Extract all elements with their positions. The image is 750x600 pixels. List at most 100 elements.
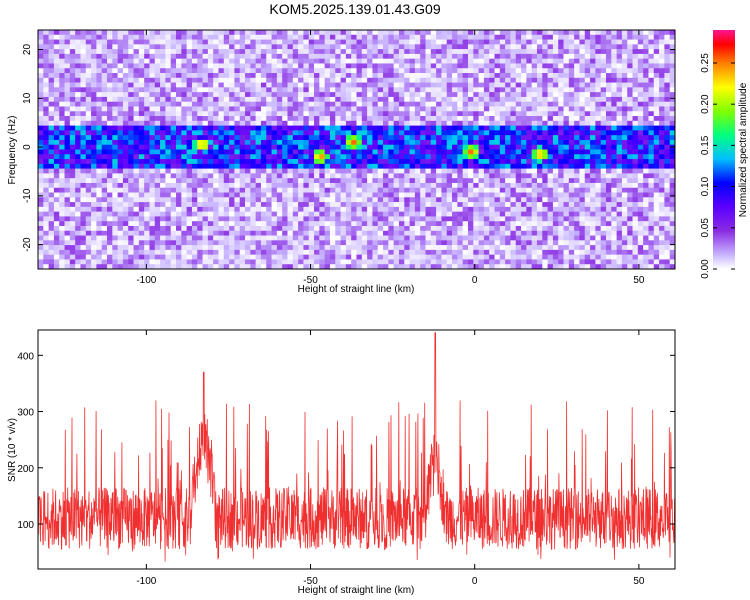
heatmap-cell xyxy=(414,101,421,107)
heatmap-cell xyxy=(197,149,203,155)
heatmap-cell xyxy=(531,221,538,227)
heatmap-cell xyxy=(229,106,235,112)
heatmap-cell xyxy=(637,44,644,50)
heatmap-cell xyxy=(409,182,416,189)
heatmap-cell xyxy=(664,168,670,174)
heatmap-cell xyxy=(282,39,288,45)
heatmap-cell xyxy=(176,187,182,193)
heatmap-cell xyxy=(43,216,49,222)
heatmap-cell xyxy=(59,202,65,208)
heatmap-cell xyxy=(616,206,623,212)
heatmap-cell xyxy=(133,139,140,146)
heatmap-cell xyxy=(59,63,65,69)
heatmap-cell xyxy=(632,130,639,136)
heatmap-cell xyxy=(91,173,97,179)
heatmap-cell xyxy=(197,87,203,93)
heatmap-cell xyxy=(483,211,490,217)
heatmap-cell xyxy=(345,206,352,212)
heatmap-cell xyxy=(176,30,182,36)
heatmap-cell xyxy=(653,173,660,179)
heatmap-cell xyxy=(197,159,203,165)
heatmap-cell xyxy=(53,106,60,112)
heatmap-cell xyxy=(568,163,575,169)
heatmap-cell xyxy=(393,34,400,40)
heatmap-cell xyxy=(75,192,81,198)
heatmap-cell xyxy=(632,30,639,36)
heatmap-cell xyxy=(218,63,225,69)
heatmap-cell xyxy=(75,120,81,126)
heatmap-cell xyxy=(218,182,225,189)
heatmap-cell xyxy=(590,77,596,83)
heatmap-cell xyxy=(207,159,214,165)
heatmap-cell xyxy=(547,111,554,117)
heatmap-cell xyxy=(43,96,49,102)
heatmap-cell xyxy=(669,192,675,198)
heatmap-cell xyxy=(138,53,145,59)
heatmap-cell xyxy=(218,202,225,208)
heatmap-cell xyxy=(276,30,283,36)
heatmap-cell xyxy=(600,187,607,193)
heatmap-cell xyxy=(324,187,331,193)
heatmap-cell xyxy=(361,173,368,179)
heatmap-cell xyxy=(80,44,87,50)
heatmap-cell xyxy=(414,34,421,40)
heatmap-cell xyxy=(489,149,495,155)
heatmap-cell xyxy=(239,111,246,117)
heatmap-cell xyxy=(271,178,278,184)
heatmap-cell xyxy=(430,39,437,45)
heatmap-cell xyxy=(558,116,564,122)
heatmap-cell xyxy=(324,44,331,50)
heatmap-cell xyxy=(521,221,527,227)
heatmap-cell xyxy=(579,77,586,83)
heatmap-cell xyxy=(101,120,108,126)
heatmap-cell xyxy=(276,77,283,83)
heatmap-cell xyxy=(292,44,299,50)
heatmap-cell xyxy=(494,216,501,222)
heatmap-cell xyxy=(388,211,394,217)
heatmap-cell xyxy=(207,120,214,126)
heatmap-cell xyxy=(425,53,432,59)
heatmap-cell xyxy=(176,192,182,198)
heatmap-cell xyxy=(345,34,352,40)
heatmap-cell xyxy=(160,39,166,45)
heatmap-cell xyxy=(282,221,288,227)
heatmap-cell xyxy=(452,87,458,93)
heatmap-cell xyxy=(69,58,76,64)
heatmap-cell xyxy=(345,168,352,174)
heatmap-cell xyxy=(260,221,267,227)
heatmap-cell xyxy=(149,68,156,74)
heatmap-cell xyxy=(595,92,601,98)
heatmap-cell xyxy=(473,178,479,184)
heatmap-cell xyxy=(536,182,543,189)
heatmap-cell xyxy=(59,87,65,93)
heatmap-cell xyxy=(223,63,230,69)
heatmap-cell xyxy=(260,73,267,79)
heatmap-cell xyxy=(367,173,373,179)
heatmap-cell xyxy=(154,73,161,79)
heatmap-cell xyxy=(558,216,564,222)
heatmap-cell xyxy=(515,63,522,69)
heatmap-cell xyxy=(351,168,357,174)
heatmap-cell xyxy=(510,182,517,189)
heatmap-cell xyxy=(133,63,140,69)
heatmap-cell xyxy=(229,187,235,193)
heatmap-cell xyxy=(648,30,655,36)
heatmap-cell xyxy=(659,116,665,122)
heatmap-cell xyxy=(473,197,479,203)
heatmap-cell xyxy=(494,187,501,193)
heatmap-cell xyxy=(186,44,193,50)
heatmap-cell xyxy=(229,182,235,189)
heatmap-cell xyxy=(361,197,368,203)
heatmap-cell xyxy=(96,139,102,146)
heatmap-cell xyxy=(595,163,601,169)
heatmap-cell xyxy=(552,125,559,131)
heatmap-cell xyxy=(319,192,325,198)
heatmap-cell xyxy=(653,130,660,136)
heatmap-cell xyxy=(223,178,230,184)
heatmap-cell xyxy=(59,139,65,146)
heatmap-cell xyxy=(234,202,241,208)
heatmap-cell xyxy=(107,197,113,203)
heatmap-cell xyxy=(314,101,320,107)
heatmap-cell xyxy=(574,125,580,131)
heatmap-cell xyxy=(452,82,458,88)
